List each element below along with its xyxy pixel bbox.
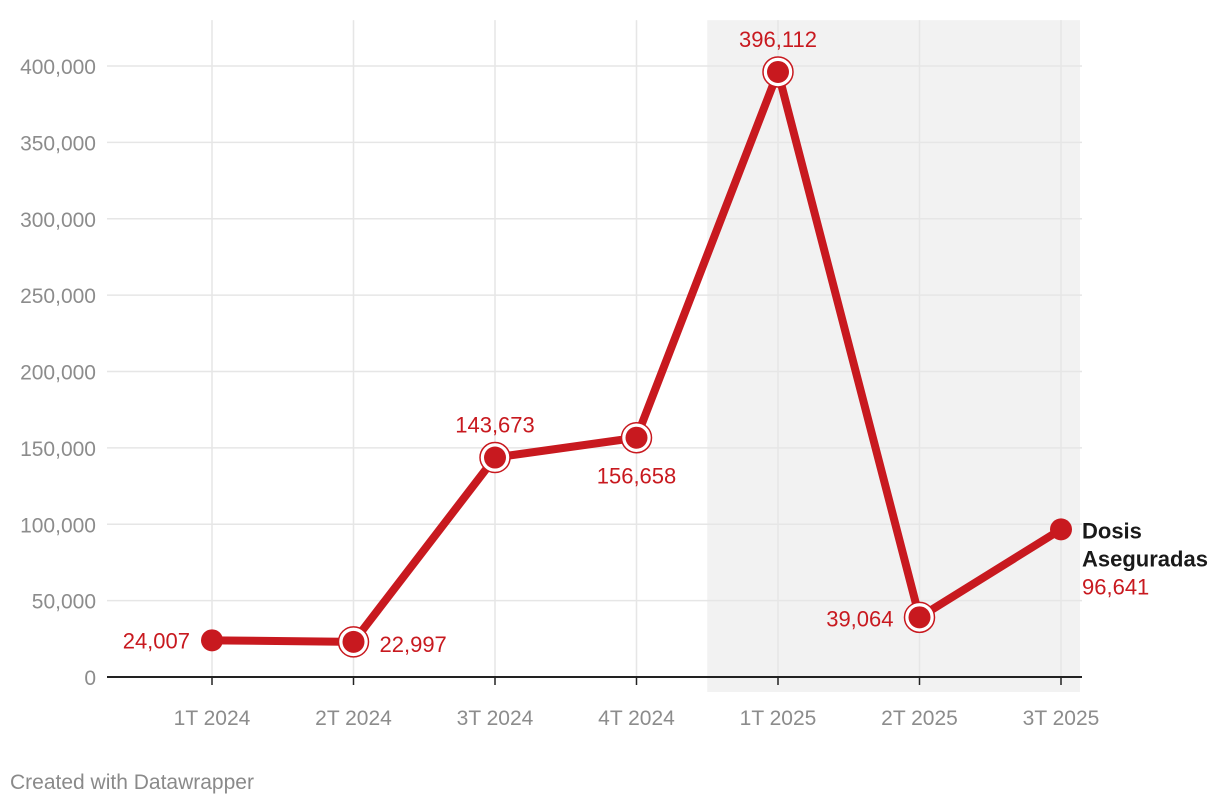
data-point-layer — [201, 56, 1072, 658]
grid-layer — [107, 20, 1082, 677]
highlight-band — [707, 20, 1080, 693]
y-tick-label: 0 — [84, 667, 96, 690]
data-label: 24,007 — [123, 628, 190, 653]
axis-layer: 0 50,000 100,000 150,000 200,000 250,000 300,0… — [20, 56, 1099, 730]
x-tick-label: 4T 2024 — [598, 707, 675, 730]
highlight-band-layer — [707, 20, 1080, 693]
chart-footer-credit: Created with Datawrapper — [10, 771, 254, 794]
y-tick-label: 350,000 — [20, 132, 96, 155]
data-label: 396,112 — [739, 27, 817, 52]
data-point — [767, 60, 789, 83]
y-tick-label: 200,000 — [20, 362, 96, 385]
data-label: 96,641 — [1082, 574, 1149, 599]
x-tick-label: 3T 2024 — [457, 707, 534, 730]
data-label: 156,658 — [597, 464, 677, 489]
x-tick-label: 1T 2025 — [740, 707, 817, 730]
data-point — [908, 606, 931, 629]
x-tick-label: 2T 2025 — [881, 707, 958, 730]
series-name-label: Dosis — [1082, 518, 1142, 543]
data-point — [342, 630, 365, 653]
data-point — [625, 426, 648, 449]
data-point — [201, 629, 223, 652]
data-point — [1050, 518, 1072, 541]
data-label: 143,673 — [455, 413, 535, 438]
series-name-label: Aseguradas — [1082, 546, 1208, 571]
data-label-layer: 24,007 22,997 143,673 156,658 396,112 39,064 9… — [123, 27, 1208, 657]
y-tick-label: 100,000 — [20, 514, 96, 537]
line-chart: 0 50,000 100,000 150,000 200,000 250,000 300,0… — [20, 20, 1208, 730]
x-tick-label: 3T 2025 — [1023, 707, 1100, 730]
data-label: 39,064 — [826, 606, 893, 631]
y-tick-label: 400,000 — [20, 56, 96, 79]
y-tick-label: 250,000 — [20, 285, 96, 308]
x-tick-label: 2T 2024 — [315, 707, 392, 730]
data-point — [484, 446, 506, 469]
x-tick-label: 1T 2024 — [174, 707, 251, 730]
data-label: 22,997 — [380, 632, 447, 657]
y-tick-label: 50,000 — [32, 591, 96, 614]
y-tick-label: 300,000 — [20, 209, 96, 232]
y-tick-label: 150,000 — [20, 438, 96, 461]
